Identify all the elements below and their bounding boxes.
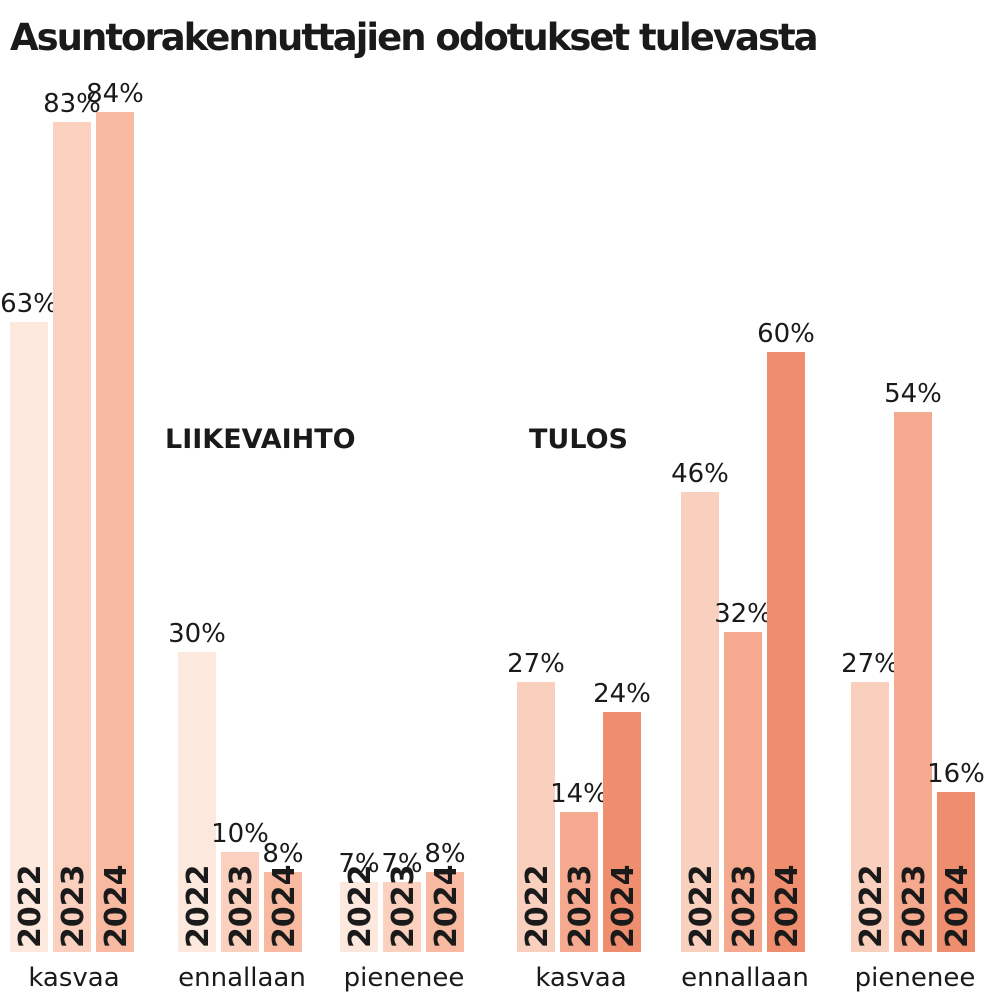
bar-tulos-pienenee-2024 <box>937 792 975 952</box>
year-label: 2024 <box>99 865 134 949</box>
bar-tulos-ennallaan-2023 <box>724 632 762 952</box>
value-label: 32% <box>714 599 772 629</box>
value-label: 30% <box>168 619 226 649</box>
value-label: 27% <box>841 649 899 679</box>
value-label: 27% <box>507 649 565 679</box>
value-label: 54% <box>884 379 942 409</box>
year-label: 2023 <box>897 865 932 949</box>
bar-tulos-kasvaa-2024 <box>603 712 641 952</box>
bar-tulos-kasvaa-2023 <box>560 812 598 952</box>
value-label: 24% <box>593 679 651 709</box>
year-label: 2022 <box>684 865 719 949</box>
bar-tulos-kasvaa-2022 <box>517 682 555 952</box>
value-label: 84% <box>86 79 144 109</box>
bar-liikevaihto-kasvaa-2024 <box>96 112 134 952</box>
year-label: 2022 <box>854 865 889 949</box>
year-label: 2022 <box>181 865 216 949</box>
bar-liikevaihto-ennallaan-2024 <box>264 872 302 952</box>
value-label: 14% <box>550 779 608 809</box>
bar-tulos-pienenee-2022 <box>851 682 889 952</box>
value-label: 46% <box>671 459 729 489</box>
value-label: 16% <box>927 759 985 789</box>
chart-title: Asuntorakennuttajien odotukset tulevasta <box>10 16 819 59</box>
bar-liikevaihto-pienenee-2022 <box>340 882 378 952</box>
year-label: 2024 <box>940 865 975 949</box>
bar-liikevaihto-pienenee-2024 <box>426 872 464 952</box>
year-label: 2024 <box>267 865 302 949</box>
bar-liikevaihto-ennallaan-2023 <box>221 852 259 952</box>
year-label: 2022 <box>13 865 48 949</box>
bar-tulos-ennallaan-2022 <box>681 492 719 952</box>
category-label: ennallaan <box>681 963 809 993</box>
bar-tulos-pienenee-2023 <box>894 412 932 952</box>
category-label: pienenee <box>344 963 465 993</box>
bar-liikevaihto-ennallaan-2022 <box>178 652 216 952</box>
year-label: 2024 <box>429 865 464 949</box>
value-label: 8% <box>424 839 465 869</box>
value-label: 83% <box>43 89 101 119</box>
category-label: pienenee <box>855 963 976 993</box>
bar-liikevaihto-kasvaa-2022 <box>10 322 48 952</box>
year-label: 2022 <box>343 865 378 949</box>
section-label-liikevaihto: LIIKEVAIHTO <box>165 424 356 455</box>
section-label-tulos: TULOS <box>529 424 628 455</box>
value-label: 10% <box>211 819 269 849</box>
year-label: 2023 <box>727 865 762 949</box>
value-label: 60% <box>757 319 815 349</box>
bar-tulos-ennallaan-2024 <box>767 352 805 952</box>
category-label: ennallaan <box>178 963 306 993</box>
value-label: 7% <box>381 849 422 879</box>
bar-liikevaihto-pienenee-2023 <box>383 882 421 952</box>
value-label: 7% <box>338 849 379 879</box>
year-label: 2022 <box>520 865 555 949</box>
year-label: 2023 <box>386 865 421 949</box>
bar-liikevaihto-kasvaa-2023 <box>53 122 91 952</box>
category-label: kasvaa <box>28 963 119 993</box>
year-label: 2023 <box>56 865 91 949</box>
value-label: 63% <box>0 289 58 319</box>
year-label: 2023 <box>563 865 598 949</box>
year-label: 2024 <box>606 865 641 949</box>
year-label: 2024 <box>770 865 805 949</box>
year-label: 2023 <box>224 865 259 949</box>
category-label: kasvaa <box>535 963 626 993</box>
value-label: 8% <box>262 839 303 869</box>
